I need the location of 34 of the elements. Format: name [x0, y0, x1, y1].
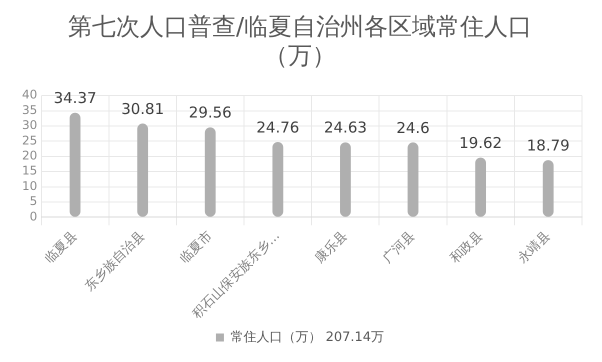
bar: [70, 112, 80, 217]
x-tick-label: 永靖县: [514, 228, 554, 267]
data-label: 18.79: [526, 136, 570, 154]
bar: [475, 158, 486, 217]
y-tick-label: 0: [30, 209, 38, 224]
y-tick-label: 10: [22, 178, 38, 193]
bar: [272, 142, 284, 217]
y-tick-label: 5: [30, 194, 38, 208]
y-tick-label: 40: [22, 88, 38, 102]
y-tick-label: 25: [22, 133, 38, 148]
data-label: 24.63: [324, 118, 367, 137]
data-label: 24.76: [256, 118, 300, 136]
y-tick-label: 15: [22, 164, 38, 178]
bar: [408, 142, 418, 217]
bar: [542, 160, 554, 217]
y-tick-label: 35: [22, 102, 38, 117]
x-tick-label: 和政县: [448, 228, 486, 267]
x-tick-label: 临夏县: [42, 228, 80, 267]
y-tick-label: 20: [22, 148, 38, 163]
data-label: 29.56: [188, 104, 232, 122]
chart-title: 第七次人口普查/临夏自治州各区域常住人口（万）: [68, 12, 532, 70]
x-tick-label: 临夏市: [177, 228, 216, 267]
data-label: 30.81: [121, 100, 164, 118]
y-tick-label: 30: [22, 118, 38, 132]
legend-label: 常住人口（万） 207.14万: [230, 330, 384, 345]
bar: [137, 124, 148, 217]
bar: [204, 127, 216, 217]
bar: [340, 142, 351, 217]
x-tick-label: 东乡族自治县: [82, 228, 148, 294]
data-label: 24.6: [396, 118, 430, 137]
x-tick-label: 广河县: [380, 228, 418, 267]
data-label: 19.62: [459, 134, 502, 152]
x-tick-label: 康乐县: [312, 228, 351, 267]
data-label: 34.37: [54, 89, 97, 108]
